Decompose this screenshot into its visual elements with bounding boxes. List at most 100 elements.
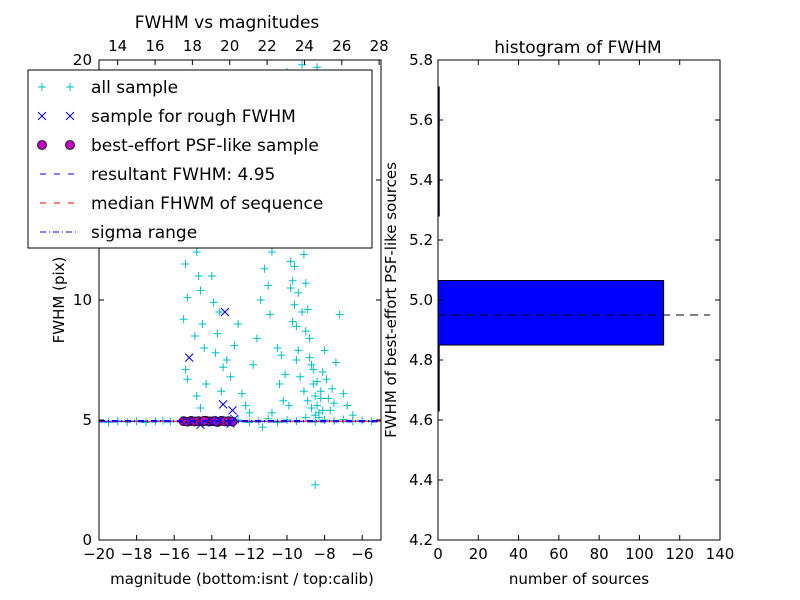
right-x-tick-label: 120 — [665, 545, 694, 563]
fwhm-histogram: histogram of FWHM 0 20 40 60 80 100 120 140 4.2… — [382, 38, 734, 588]
left-top-tick-label: 28 — [370, 37, 389, 55]
rough-sample-point — [207, 418, 217, 427]
right-y-tick-label: 5.6 — [409, 111, 433, 129]
right-y-tick-label: 4.2 — [409, 531, 433, 549]
right-y-ticks: 4.2 4.4 4.6 4.8 5.0 5.2 5.4 5.6 5.8 — [409, 51, 720, 549]
left-reference-lines — [99, 419, 381, 423]
all-sample-point — [234, 320, 243, 328]
all-sample-point — [190, 332, 199, 340]
all-sample-point — [298, 308, 307, 316]
left-x-tick-label: −8 — [314, 545, 336, 563]
left-x-tick-label: −20 — [83, 545, 115, 563]
all-sample-point — [267, 408, 276, 417]
all-sample-point — [313, 401, 322, 410]
right-y-axis-label: FWHM of best-effort PSF-like sources — [382, 162, 400, 438]
all-sample-point — [320, 346, 329, 355]
all-sample-point — [301, 413, 310, 422]
all-sample-point — [328, 384, 337, 393]
all-sample-point — [316, 387, 325, 396]
all-sample-point — [301, 279, 310, 288]
rough-sample-point — [220, 307, 230, 317]
legend-cross-marker — [65, 111, 75, 121]
right-x-tick-label: 60 — [549, 545, 568, 563]
left-top-tick-label: 26 — [332, 37, 351, 55]
all-sample-point — [286, 284, 295, 292]
legend-entry: sample for rough FWHM — [37, 107, 296, 127]
all-sample-point — [324, 394, 333, 403]
all-sample-point — [288, 317, 297, 326]
all-sample-point — [198, 320, 207, 328]
all-sample-point — [192, 392, 201, 400]
all-sample-point — [183, 375, 192, 384]
left-top-tick-label: 16 — [145, 37, 164, 55]
legend-box — [27, 69, 373, 249]
all-sample-point — [226, 372, 235, 381]
left-y-tick-label: 20 — [73, 51, 92, 69]
legend-entry-label: resultant FWHM: 4.95 — [91, 165, 275, 185]
all-sample-point — [305, 334, 314, 343]
all-sample-point — [313, 377, 322, 386]
all-sample-point — [183, 293, 192, 302]
all-sample-point — [219, 363, 228, 372]
all-sample-point — [237, 389, 246, 398]
all-sample-point — [281, 370, 290, 379]
all-sample-point — [222, 356, 231, 364]
all-sample-point — [294, 346, 303, 355]
all-sample-point — [217, 387, 226, 396]
all-sample-point — [200, 344, 209, 352]
all-sample-point — [326, 406, 335, 415]
all-sample-point — [292, 322, 301, 331]
all-sample-point — [335, 310, 344, 319]
right-y-tick-label: 4.4 — [409, 471, 433, 489]
all-sample-point — [256, 296, 265, 304]
all-sample-point — [202, 380, 211, 388]
legend-entry: best-effort PSF-like sample — [37, 136, 319, 156]
legend-circle-marker — [37, 140, 47, 150]
legend: all sample sample for rough FWHM best-effo… — [27, 69, 373, 249]
all-sample-point — [181, 365, 190, 374]
histogram-bar — [437, 280, 665, 346]
left-x-tick-label: −16 — [158, 545, 190, 563]
all-sample-point — [290, 262, 299, 271]
right-x-tick-label: 100 — [625, 545, 654, 563]
all-sample-point — [331, 358, 340, 367]
all-sample-point — [322, 375, 331, 384]
all-sample-point — [249, 360, 258, 369]
all-sample-point — [258, 423, 267, 432]
all-sample-point — [213, 329, 222, 338]
all-sample-point — [181, 260, 190, 268]
all-sample-point — [294, 288, 303, 297]
left-top-ticks: 14 16 18 20 22 24 26 28 — [108, 37, 389, 65]
all-sample-point — [279, 396, 288, 405]
legend-cross-marker — [37, 111, 47, 121]
all-sample-point — [290, 300, 299, 309]
all-sample-point — [196, 286, 205, 295]
all-sample-point — [267, 248, 276, 256]
left-y-tick-label: 0 — [82, 531, 92, 549]
all-sample-point — [301, 327, 310, 336]
all-sample-point — [194, 272, 203, 280]
left-top-tick-label: 18 — [183, 37, 202, 55]
all-sample-point — [211, 348, 220, 357]
all-sample-point — [245, 408, 254, 417]
right-y-tick-label: 5.2 — [409, 231, 433, 249]
all-sample-point — [339, 415, 348, 424]
left-chart-title: FWHM vs magnitudes — [135, 13, 320, 33]
all-sample-point — [286, 257, 295, 266]
right-y-tick-label: 5.8 — [409, 51, 433, 69]
all-sample-point — [209, 298, 218, 307]
legend-circle-marker — [65, 140, 75, 150]
left-y-tick-label: 10 — [73, 291, 92, 309]
right-y-tick-label: 4.8 — [409, 351, 433, 369]
all-sample-point — [266, 310, 275, 319]
legend-entry-label: sample for rough FWHM — [91, 107, 296, 127]
rough-sample-point — [184, 353, 194, 362]
all-sample-point — [277, 351, 286, 360]
left-top-tick-label: 24 — [295, 37, 314, 55]
all-sample-point — [316, 394, 325, 403]
legend-entry-label: best-effort PSF-like sample — [91, 136, 319, 156]
legend-entry: resultant FWHM: 4.95 — [40, 165, 275, 185]
left-x-tick-label: −12 — [234, 545, 266, 563]
right-x-tick-label: 80 — [590, 545, 609, 563]
